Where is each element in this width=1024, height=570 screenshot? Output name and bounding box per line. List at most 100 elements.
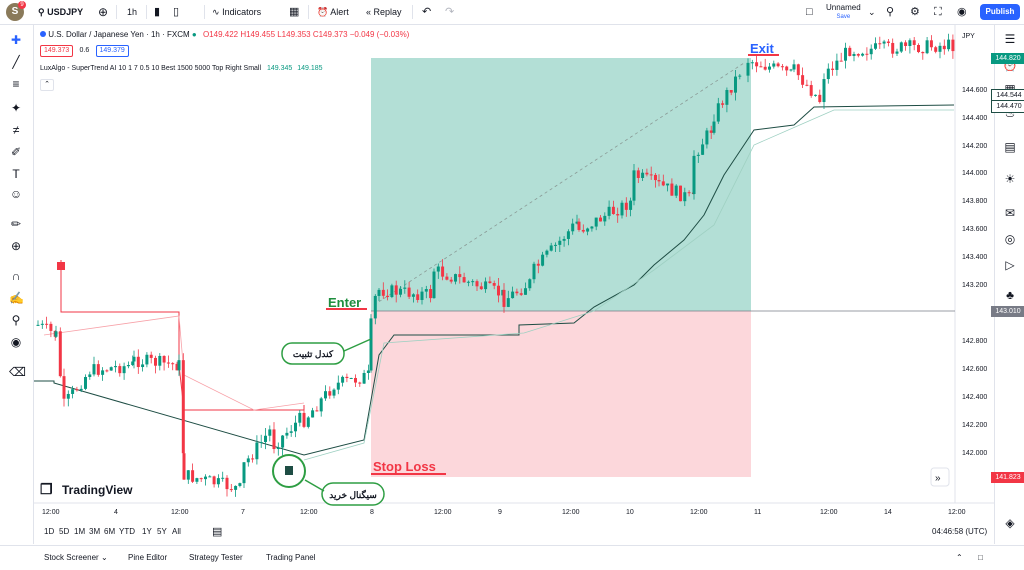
trash-icon[interactable]: ⌫ [9, 365, 26, 379]
bar-style-icon[interactable]: ▮ [154, 6, 161, 18]
indicators-button[interactable]: ∿ Indicators [212, 7, 262, 17]
magnet-icon[interactable]: ∩ [11, 269, 21, 283]
layout-name-button[interactable]: Unnamed Save [826, 3, 861, 20]
candle-body [780, 66, 784, 68]
loss-zone[interactable] [371, 311, 751, 477]
calendar-range-icon[interactable]: ▤ [212, 526, 223, 538]
candle-body [805, 84, 809, 86]
candle-body [162, 355, 166, 363]
candle-body [666, 183, 670, 186]
layout-square-icon[interactable]: □ [806, 6, 813, 18]
eye-icon[interactable]: ◉ [10, 335, 22, 349]
price-chart[interactable]: Exit Enter Stop Loss کندل تثبیت سیگنال خ… [34, 25, 994, 521]
range-1y[interactable]: 1Y [142, 527, 152, 536]
tab-strategy-tester[interactable]: Strategy Tester [189, 553, 243, 562]
pattern-icon[interactable]: ✦ [10, 101, 22, 115]
legend-ohlc: O149.422 H149.455 L149.353 C149.373 −0.0… [202, 30, 410, 39]
candle-body [620, 202, 624, 216]
compare-plus-icon[interactable]: ⊕ [98, 5, 109, 19]
price-axis[interactable]: 144.600 144.400 144.200 144.000 143.800 143.6… [962, 87, 987, 457]
crosshair-icon[interactable]: ✚ [10, 33, 22, 47]
collapse-panel-icon[interactable]: ⌃ [956, 553, 963, 562]
indicator-legend[interactable]: LuxAlgo - SuperTrend AI 10 1 7 0.5 10 Be… [40, 65, 323, 72]
ask-price-button[interactable]: 149.379 [95, 45, 129, 57]
range-ytd[interactable]: YTD [119, 527, 135, 536]
candle-body [272, 429, 276, 450]
range-3m[interactable]: 3M [89, 527, 101, 536]
range-6m[interactable]: 6M [104, 527, 116, 536]
ruler-icon[interactable]: ✏ [10, 217, 22, 231]
maximize-panel-icon[interactable]: □ [978, 553, 983, 562]
range-5y[interactable]: 5Y [157, 527, 167, 536]
candle-body [66, 393, 70, 399]
candle-body [549, 245, 553, 251]
buy-marker[interactable] [285, 466, 293, 475]
undo-icon[interactable]: ↶ [422, 6, 432, 18]
lock-drawing-icon[interactable]: ✍ [9, 291, 24, 305]
brush-icon[interactable]: ✐ [10, 145, 22, 159]
range-5d[interactable]: 5D [59, 527, 70, 536]
templates-grid-icon[interactable]: ▦ [289, 6, 300, 18]
chevron-down-icon[interactable]: ⌄ [868, 7, 876, 17]
time-tick: 7 [241, 509, 245, 516]
candles-icon[interactable]: ▯ [173, 6, 180, 18]
layers-icon[interactable]: ◈ [1005, 516, 1015, 530]
settings-gear-icon[interactable]: ⚙ [910, 6, 920, 18]
candle-body [281, 435, 285, 448]
publish-button[interactable]: Publish [980, 4, 1020, 20]
symbol-legend[interactable]: U.S. Dollar / Japanese Yen · 1h · FXCM ●… [40, 30, 409, 39]
collapse-legend-chevron-icon[interactable]: ⌃ [40, 79, 54, 91]
ideas-bulb-icon[interactable]: ☀ [1004, 172, 1016, 186]
tab-pine-editor[interactable]: Pine Editor [128, 553, 168, 562]
camera-icon[interactable]: ◉ [957, 6, 967, 18]
hotlist-flame-icon[interactable]: ♨ [1004, 106, 1016, 120]
quick-search-icon[interactable]: ⚲ [886, 6, 895, 18]
interval-button[interactable]: 1h [127, 7, 138, 17]
candle-body [532, 263, 536, 280]
tab-trading-panel[interactable]: Trading Panel [266, 553, 316, 562]
chart-pane[interactable]: Exit Enter Stop Loss کندل تثبیت سیگنال خ… [34, 25, 1024, 521]
candle-body [772, 63, 776, 67]
candle-body [366, 370, 370, 373]
notifications-bell-icon[interactable]: ♣ [1006, 288, 1014, 302]
chat-icon[interactable]: ✉ [1004, 206, 1016, 220]
lock-icon[interactable]: ⚲ [11, 313, 21, 327]
watchlist-icon[interactable]: ☰ [1004, 32, 1016, 46]
top-toolbar: S 9 ⚲ USDJPY ⊕ 1h ▮ ▯ ∿ Indicators ▦ ⏰ A… [0, 0, 1024, 25]
clock-display[interactable]: 04:46:58 (UTC) [932, 527, 988, 536]
candle-body [792, 64, 796, 70]
streams-icon[interactable]: ◎ [1004, 232, 1016, 246]
trend-line-icon[interactable]: ╱ [12, 55, 20, 69]
candle-body [934, 47, 938, 52]
bid-price-button[interactable]: 149.373 [40, 45, 74, 57]
candle-body [186, 470, 190, 480]
time-tick: 12:00 [690, 509, 708, 516]
scroll-to-realtime-button[interactable] [930, 467, 950, 487]
candle-body [445, 276, 449, 280]
fib-retracement-icon[interactable]: ≠ [12, 123, 20, 137]
candle-body [878, 43, 882, 45]
range-all[interactable]: All [172, 527, 181, 536]
svg-text:TradingView: TradingView [62, 483, 133, 497]
currency-label[interactable]: JPY [962, 33, 975, 40]
redo-icon[interactable]: ↷ [445, 6, 455, 18]
range-1m[interactable]: 1M [74, 527, 86, 536]
zoom-in-icon[interactable]: ⊕ [10, 239, 22, 253]
emoji-icon[interactable]: ☺ [9, 187, 23, 201]
text-tool-icon[interactable]: T [12, 167, 20, 181]
candle-body [925, 40, 929, 54]
sell-marker[interactable] [57, 262, 65, 270]
signal-circle[interactable] [272, 454, 306, 488]
symbol-search-button[interactable]: ⚲ USDJPY [38, 0, 83, 24]
calendar-icon[interactable]: ▤ [1004, 140, 1016, 154]
play-icon[interactable]: ▷ [1005, 258, 1015, 272]
range-1d[interactable]: 1D [44, 527, 55, 536]
alert-button[interactable]: ⏰ Alert [317, 7, 349, 17]
candle-body [632, 170, 636, 201]
candle-body [315, 410, 319, 412]
time-axis[interactable]: 12:00 4 12:00 7 12:00 8 12:00 9 12:00 10 12:00 11 12… [42, 509, 966, 516]
horizontal-lines-icon[interactable]: ≡ [12, 77, 20, 91]
replay-button[interactable]: « Replay [366, 7, 402, 17]
fullscreen-icon[interactable]: ⛶ [934, 6, 942, 18]
tab-stock-screener[interactable]: Stock Screener ⌄ [44, 553, 108, 562]
